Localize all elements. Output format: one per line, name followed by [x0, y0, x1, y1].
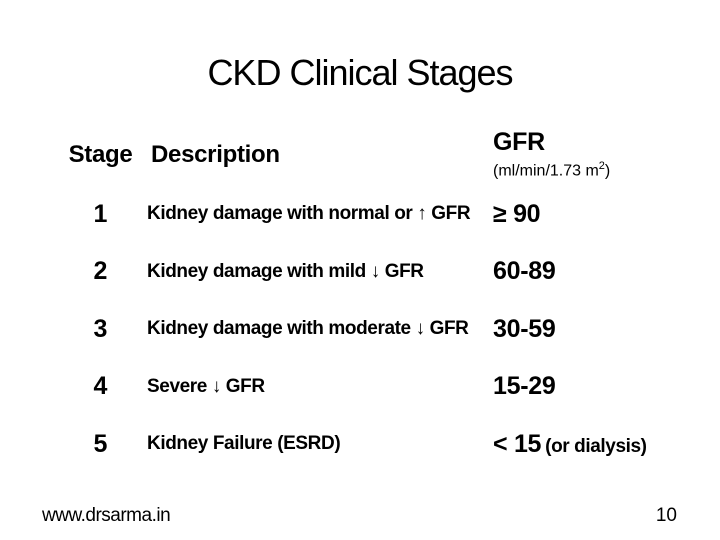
- gfr-value: 15-29: [493, 372, 678, 401]
- column-header-gfr-group: GFR (ml/min/1.73 m2): [493, 130, 678, 180]
- stage-description: Kidney damage with moderate ↓ GFR: [147, 318, 469, 339]
- gfr-unit-superscript: 2: [598, 160, 605, 172]
- stage-description: Severe ↓ GFR: [147, 375, 265, 397]
- stage-description: Kidney Failure (ESRD): [147, 433, 341, 454]
- stage-number: 5: [93, 429, 108, 458]
- stage-number: 4: [93, 372, 108, 400]
- slide-title: CKD Clinical Stages: [207, 52, 513, 93]
- gfr-value: < 15 (or dialysis): [493, 430, 678, 459]
- gfr-value: ≥ 90: [493, 200, 678, 229]
- gfr-unit-label: (ml/min/1.73 m2): [493, 160, 678, 180]
- stage-number: 1: [93, 199, 108, 228]
- table-row: 2 Kidney damage with mild ↓ GFR 60-89: [68, 254, 678, 290]
- column-header-description: Description: [151, 141, 280, 168]
- table-row: 5 Kidney Failure (ESRD) < 15 (or dialysis…: [68, 426, 678, 462]
- gfr-unit-pre: (ml/min/1.73 m: [493, 162, 599, 180]
- table-row: 3 Kidney damage with moderate ↓ GFR 30-5…: [68, 311, 678, 347]
- column-header-stage: Stage: [68, 141, 133, 168]
- gfr-note: (or dialysis): [545, 435, 647, 457]
- gfr-value: 30-59: [493, 315, 678, 344]
- stage-description: Kidney damage with normal or ↑ GFR: [147, 203, 471, 224]
- footer-page-number: 10: [655, 505, 677, 526]
- gfr-range: 30-59: [493, 314, 556, 343]
- table-row: 1 Kidney damage with normal or ↑ GFR ≥ 9…: [68, 196, 678, 232]
- column-header-gfr: GFR: [493, 128, 545, 156]
- table-header-row: Stage Description GFR (ml/min/1.73 m2): [68, 130, 678, 196]
- gfr-range: 60-89: [493, 257, 556, 285]
- gfr-unit-post: ): [604, 162, 611, 180]
- footer-website: www.drsarma.in: [42, 505, 171, 526]
- ckd-stages-table: Stage Description GFR (ml/min/1.73 m2) 1…: [68, 130, 678, 484]
- gfr-range: 15-29: [493, 372, 556, 400]
- table-row: 4 Severe ↓ GFR 15-29: [68, 369, 678, 405]
- stage-description: Kidney damage with mild ↓ GFR: [147, 260, 424, 282]
- gfr-range: < 15: [493, 429, 542, 458]
- gfr-range: ≥ 90: [493, 199, 541, 228]
- stage-number: 2: [93, 257, 108, 285]
- stage-number: 3: [93, 314, 108, 343]
- gfr-value: 60-89: [493, 257, 678, 286]
